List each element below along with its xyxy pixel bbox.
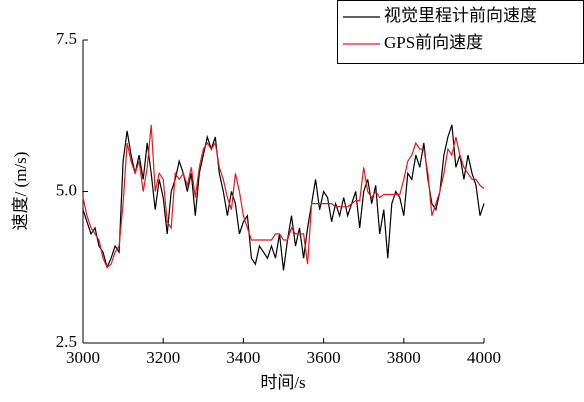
x-tick-label: 3600 <box>307 348 341 367</box>
x-tick-label: 3800 <box>387 348 421 367</box>
x-tick-label: 3200 <box>146 348 180 367</box>
x-tick-label: 3400 <box>226 348 260 367</box>
x-tick-label: 4000 <box>467 348 501 367</box>
y-axis-label: 速度/ (m/s) <box>11 152 30 231</box>
x-axis-label: 时间/s <box>260 373 305 392</box>
legend-box <box>337 0 584 64</box>
y-tick-label: 2.5 <box>56 332 77 351</box>
x-tick-label: 3000 <box>66 348 100 367</box>
y-tick-label: 5.0 <box>56 180 77 199</box>
legend-label: GPS前向速度 <box>384 33 483 52</box>
legend-label: 视觉里程计前向速度 <box>384 6 537 25</box>
series-line <box>82 124 485 271</box>
y-tick-label: 7.5 <box>56 29 77 48</box>
series-line <box>82 124 485 269</box>
